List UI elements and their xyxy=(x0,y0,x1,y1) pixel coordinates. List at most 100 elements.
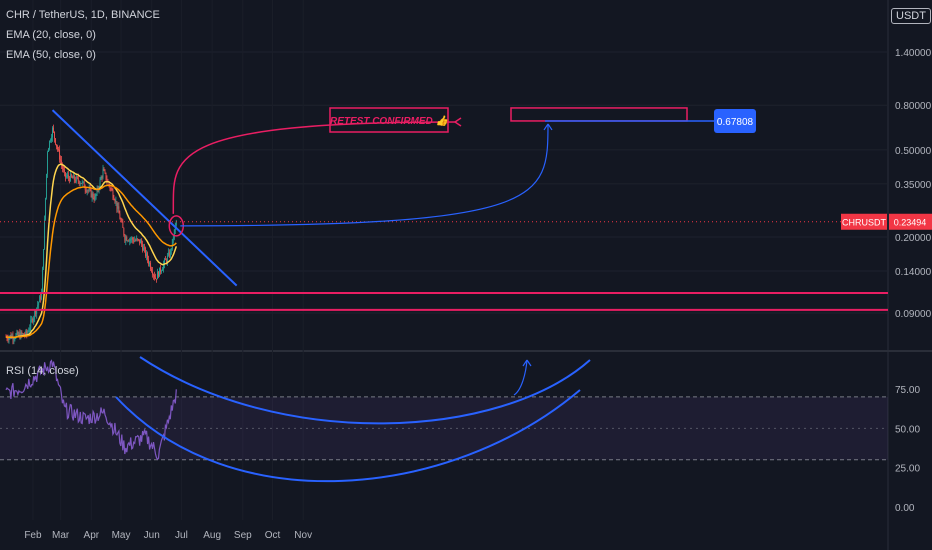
candle-body xyxy=(22,333,24,335)
rsi-upper-curve[interactable] xyxy=(139,356,591,425)
candle-body xyxy=(172,238,174,240)
candle-body xyxy=(9,335,11,338)
candle-body xyxy=(153,274,154,276)
candle-body xyxy=(94,196,96,200)
candle-body xyxy=(111,188,113,191)
candle-body xyxy=(158,271,159,277)
candle-body xyxy=(51,137,52,141)
rsi-panel[interactable] xyxy=(0,356,888,483)
candle-body xyxy=(57,146,58,150)
candle-body xyxy=(60,159,61,161)
panel-separator xyxy=(0,350,932,352)
candle-body xyxy=(7,338,9,340)
projection-arrow-head xyxy=(543,123,553,131)
candle-body xyxy=(31,318,33,320)
candle-body xyxy=(88,188,90,191)
target-price-label: 0.67808 xyxy=(717,117,754,128)
rsi-lower-curve[interactable] xyxy=(115,389,581,483)
candle-body xyxy=(103,169,105,171)
candle-body xyxy=(49,140,50,149)
candle-body xyxy=(82,181,84,183)
candle-body xyxy=(125,237,127,241)
rsi-arrow xyxy=(513,359,528,396)
candle-body xyxy=(166,255,168,263)
axes: 1.40000 0.80000 0.50000 0.35000 0.20000 0.140… xyxy=(24,48,931,541)
ema50-legend[interactable]: EMA (50, close, 0) xyxy=(6,49,96,61)
candle-body xyxy=(21,332,23,335)
candle-body xyxy=(126,237,128,241)
candle-body xyxy=(50,140,51,142)
candle-body xyxy=(112,190,114,198)
candle-body xyxy=(52,127,53,138)
candle-body xyxy=(134,240,136,242)
candle-body xyxy=(101,177,103,178)
candle-body xyxy=(33,317,35,322)
candle-body xyxy=(86,190,88,192)
price-tick-label: 0.20000 xyxy=(895,233,932,244)
candle-body xyxy=(27,331,29,335)
ema20-legend[interactable]: EMA (20, close, 0) xyxy=(6,29,96,41)
candle-body xyxy=(53,127,54,132)
candle-body xyxy=(164,259,165,264)
price-panel[interactable] xyxy=(0,109,888,345)
candle-body xyxy=(124,235,126,241)
candle-body xyxy=(85,189,87,192)
candle-body xyxy=(13,338,15,340)
candle-body xyxy=(74,180,76,182)
candle-body xyxy=(76,176,78,178)
candle-body xyxy=(123,227,125,236)
candle-body xyxy=(20,332,22,339)
candle-body xyxy=(87,190,89,192)
candle-body xyxy=(68,177,70,182)
candle-body xyxy=(14,338,16,339)
target-price-tag xyxy=(714,108,756,133)
candle-body xyxy=(58,149,59,151)
candle-body xyxy=(79,183,81,185)
candle-body xyxy=(137,238,139,240)
price-tick-label: 0.50000 xyxy=(895,146,932,157)
candle-body xyxy=(161,270,162,272)
candle-body xyxy=(143,247,145,251)
candle-body xyxy=(119,213,121,220)
time-tick-label: Oct xyxy=(265,530,281,541)
candle-body xyxy=(48,148,49,152)
candle-body xyxy=(116,201,118,209)
candle-body xyxy=(42,267,44,293)
candle-body xyxy=(16,331,18,335)
candle-body xyxy=(104,170,106,173)
rsi-tick-label: 50.00 xyxy=(895,424,920,435)
trendline[interactable] xyxy=(51,109,238,287)
candle-body xyxy=(113,197,115,201)
candle-body xyxy=(93,197,95,200)
candle-body xyxy=(142,244,144,251)
candle-body xyxy=(26,330,28,335)
candle-body xyxy=(150,262,151,270)
candle-body xyxy=(139,239,141,244)
candle-body xyxy=(37,304,39,308)
candle-body xyxy=(39,296,41,303)
candle-body xyxy=(122,222,124,228)
candle-body xyxy=(75,176,77,182)
candle-body xyxy=(92,193,94,198)
time-tick-label: Apr xyxy=(84,530,100,541)
candle-body xyxy=(110,188,112,190)
candle-body xyxy=(25,330,27,336)
candle-body xyxy=(72,175,74,179)
candle-body xyxy=(23,333,25,335)
retest-box xyxy=(329,107,449,133)
candle-body xyxy=(140,240,142,244)
ema20-line xyxy=(5,163,178,339)
rsi-legend[interactable]: RSI (14, close) xyxy=(6,365,79,377)
currency-button[interactable]: USDT xyxy=(891,8,931,24)
candle-body xyxy=(15,334,17,339)
candle-body xyxy=(83,181,85,188)
price-tick-label: 0.80000 xyxy=(895,101,932,112)
candle-body xyxy=(157,271,158,280)
candle-body xyxy=(129,239,131,242)
candle-body xyxy=(160,267,161,272)
candle-body xyxy=(70,174,72,177)
candle-body xyxy=(169,250,171,257)
candle-body xyxy=(171,238,173,250)
